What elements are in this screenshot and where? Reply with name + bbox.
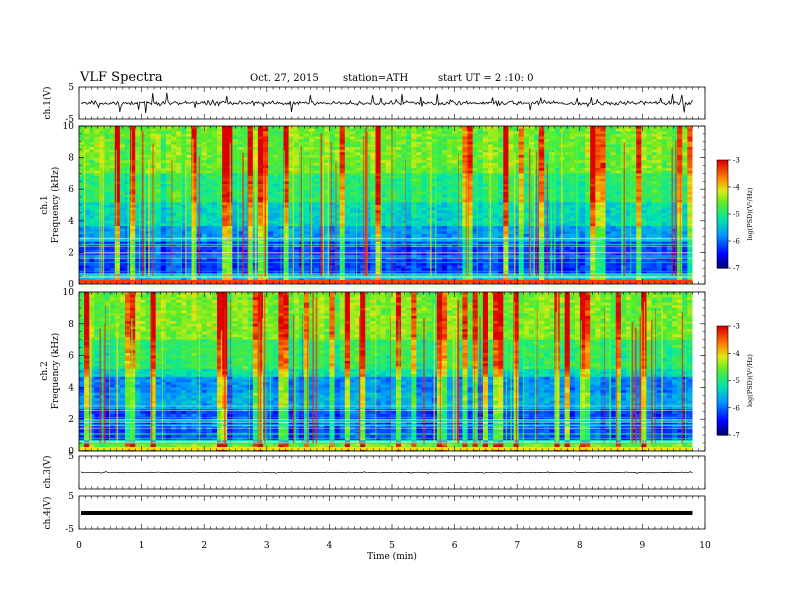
ch1-spec-ytick-4: 4 (68, 217, 74, 227)
ch1-colorbar (716, 159, 729, 269)
ch2-spec-heatmap (79, 292, 705, 452)
ch1-colorbar-tick--5: -5 (733, 211, 740, 219)
ch4-wave-ytick-5: 5 (68, 492, 74, 502)
xtick-0: 0 (76, 541, 82, 551)
ch3-wave-ytick-5: 5 (68, 452, 74, 462)
ch2-spec-ylabel-channel: ch.2 (40, 361, 50, 380)
date-label: Oct. 27, 2015 (250, 73, 319, 84)
ch4-wave-ytick--5: -5 (65, 525, 74, 535)
station-label: station=ATH (343, 73, 409, 84)
ch1-wave-ytick--5: -5 (65, 115, 74, 125)
ch2-colorbar-tick--3: -3 (733, 323, 740, 331)
ch1-spec-ytick-10: 10 (63, 122, 75, 132)
ch1-waveform-line (80, 92, 693, 114)
ch3-wave-ylabel: ch.3(V) (42, 456, 53, 489)
ch1-colorbar-tick--7: -7 (733, 265, 740, 273)
xtick-6: 6 (452, 541, 458, 551)
xtick-7: 7 (514, 541, 520, 551)
xtick-9: 9 (640, 541, 646, 551)
ch2-colorbar-tick--5: -5 (733, 377, 740, 385)
ch4-wave-ylabel: ch.4(V) (42, 497, 53, 530)
ch1-spec-ylabel: Frequency (kHz) (50, 167, 61, 244)
ch1-colorbar-tick--6: -6 (733, 238, 740, 246)
xtick-10: 10 (699, 541, 711, 551)
ch2-spec-ylabel: Frequency (kHz) (50, 333, 61, 410)
ch1-spec-ytick-6: 6 (68, 185, 74, 195)
ch1-colorbar-tick--4: -4 (733, 184, 740, 192)
ch1-spec-ytick-2: 2 (68, 248, 74, 258)
ch2-spec-ytick-10: 10 (63, 288, 75, 298)
ch1-wave-ytick-5: 5 (68, 83, 74, 93)
ch2-spec-ytick-4: 4 (68, 383, 74, 393)
ch1-wave-ylabel: ch.1(V) (42, 87, 53, 120)
ch3-waveform-line (80, 470, 693, 475)
xtick-8: 8 (577, 541, 583, 551)
ch1-spec-ytick-8: 8 (68, 154, 74, 164)
ch1-spec-ylabel-channel: ch.1 (40, 195, 50, 214)
xtick-2: 2 (201, 541, 207, 551)
xtick-1: 1 (139, 541, 145, 551)
ch2-colorbar-tick--6: -6 (733, 404, 740, 412)
ch2-colorbar (716, 325, 729, 436)
ch1-colorbar-label: log(PSD)(V²/Hz) (746, 187, 754, 240)
ch2-spec-ytick-0: 0 (68, 447, 74, 457)
xtick-5: 5 (389, 541, 395, 551)
ch2-spec-ytick-2: 2 (68, 415, 74, 425)
start-time-label: start UT = 2 :10: 0 (438, 73, 534, 84)
ch2-colorbar-label: log(PSD)(V²/Hz) (746, 354, 754, 407)
ch2-spec-ytick-6: 6 (68, 352, 74, 362)
ch1-spec-heatmap (79, 126, 705, 285)
ch2-spec-ytick-8: 8 (68, 320, 74, 330)
xtick-3: 3 (264, 541, 270, 551)
x-axis-label: Time (min) (367, 551, 417, 562)
ch2-colorbar-tick--4: -4 (733, 350, 740, 358)
ch2-colorbar-tick--7: -7 (733, 432, 740, 440)
ch1-spec-ytick-0: 0 (68, 280, 74, 290)
ch1-colorbar-tick--3: -3 (733, 157, 740, 165)
chart-title: VLF Spectra (80, 70, 163, 85)
xtick-4: 4 (327, 541, 333, 551)
